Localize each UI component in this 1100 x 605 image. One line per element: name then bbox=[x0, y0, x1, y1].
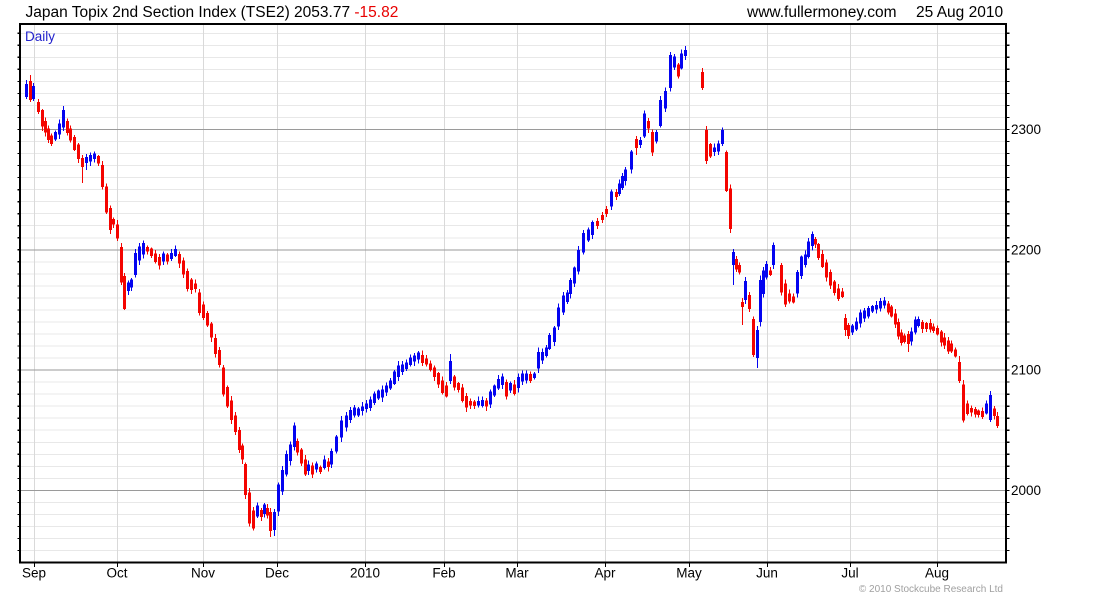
svg-text:Oct: Oct bbox=[106, 566, 127, 581]
svg-text:2010: 2010 bbox=[350, 566, 380, 581]
svg-text:2000: 2000 bbox=[1011, 483, 1041, 498]
svg-text:Apr: Apr bbox=[594, 566, 616, 581]
svg-text:© 2010 Stockcube Research Ltd: © 2010 Stockcube Research Ltd bbox=[859, 584, 1003, 595]
svg-text:Nov: Nov bbox=[191, 566, 215, 581]
svg-text:Mar: Mar bbox=[505, 566, 529, 581]
svg-text:Sep: Sep bbox=[22, 566, 46, 581]
svg-text:2200: 2200 bbox=[1011, 242, 1041, 257]
svg-text:Aug: Aug bbox=[925, 566, 949, 581]
svg-text:Japan Topix 2nd Section Index: Japan Topix 2nd Section Index (TSE2) 205… bbox=[26, 4, 399, 21]
svg-text:25 Aug 2010: 25 Aug 2010 bbox=[916, 4, 1003, 21]
svg-text:www.fullermoney.com: www.fullermoney.com bbox=[746, 4, 897, 21]
svg-text:May: May bbox=[676, 566, 702, 581]
svg-text:Dec: Dec bbox=[265, 566, 289, 581]
svg-text:Feb: Feb bbox=[432, 566, 455, 581]
svg-text:Jul: Jul bbox=[841, 566, 858, 581]
svg-text:Daily: Daily bbox=[25, 29, 55, 44]
svg-text:Jun: Jun bbox=[756, 566, 778, 581]
svg-text:2300: 2300 bbox=[1011, 122, 1041, 137]
svg-text:2100: 2100 bbox=[1011, 363, 1041, 378]
